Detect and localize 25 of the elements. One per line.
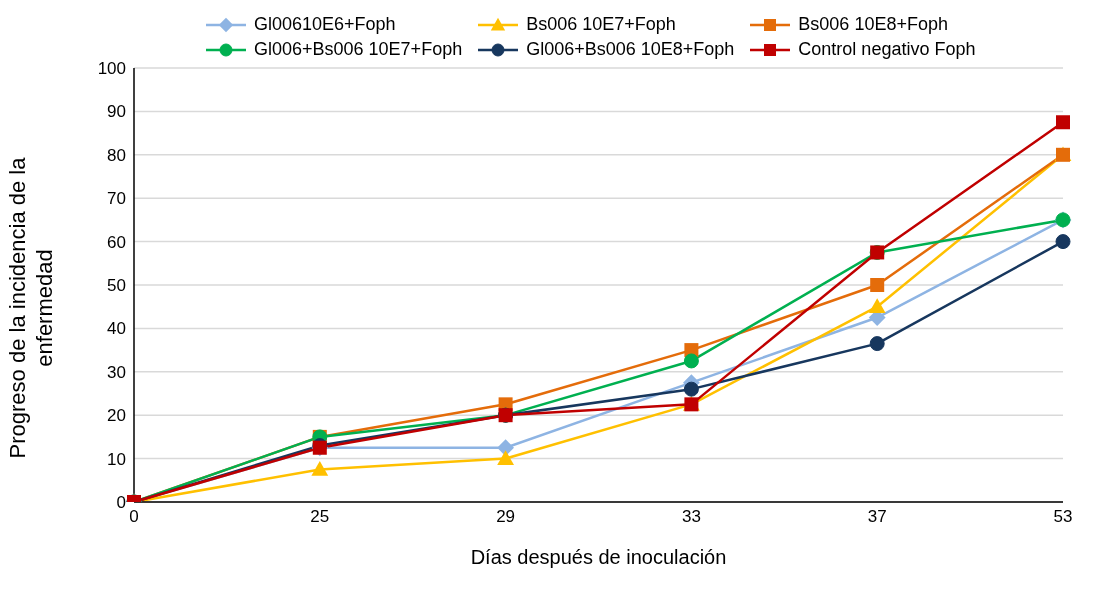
x-tick-label: 53 <box>1053 507 1073 527</box>
x-axis-title: Días después de inoculación <box>470 546 727 569</box>
y-tick-label: 70 <box>107 189 126 209</box>
legend-label: Gl006+Bs006 10E7+Foph <box>254 39 463 60</box>
x-tick-label: 33 <box>681 507 701 527</box>
y-tick-label: 30 <box>107 362 126 382</box>
x-tick-label: 0 <box>129 507 139 527</box>
y-tick-label: 100 <box>97 59 126 79</box>
legend-label: Bs006 10E8+Foph <box>798 14 948 35</box>
legend-label: Bs006 10E7+Foph <box>526 14 676 35</box>
y-tick-label: 40 <box>107 319 126 339</box>
y-tick-label: 90 <box>107 102 126 122</box>
y-axis-title: Progreso de la incidencia de la enfermedad <box>5 156 57 459</box>
legend-label: Gl006+Bs006 10E8+Foph <box>526 39 735 60</box>
y-tick-label: 10 <box>107 449 126 469</box>
y-tick-label: 80 <box>107 145 126 165</box>
y-tick-label: 60 <box>107 232 126 252</box>
legend-label: Gl00610E6+Foph <box>254 14 396 35</box>
x-tick-label: 29 <box>496 507 516 527</box>
x-tick-label: 37 <box>867 507 887 527</box>
legend-label: Control negativo Foph <box>798 39 976 60</box>
y-tick-label: 50 <box>107 276 126 296</box>
y-tick-label: 0 <box>116 493 126 513</box>
y-tick-label: 20 <box>107 406 126 426</box>
x-tick-label: 25 <box>310 507 330 527</box>
